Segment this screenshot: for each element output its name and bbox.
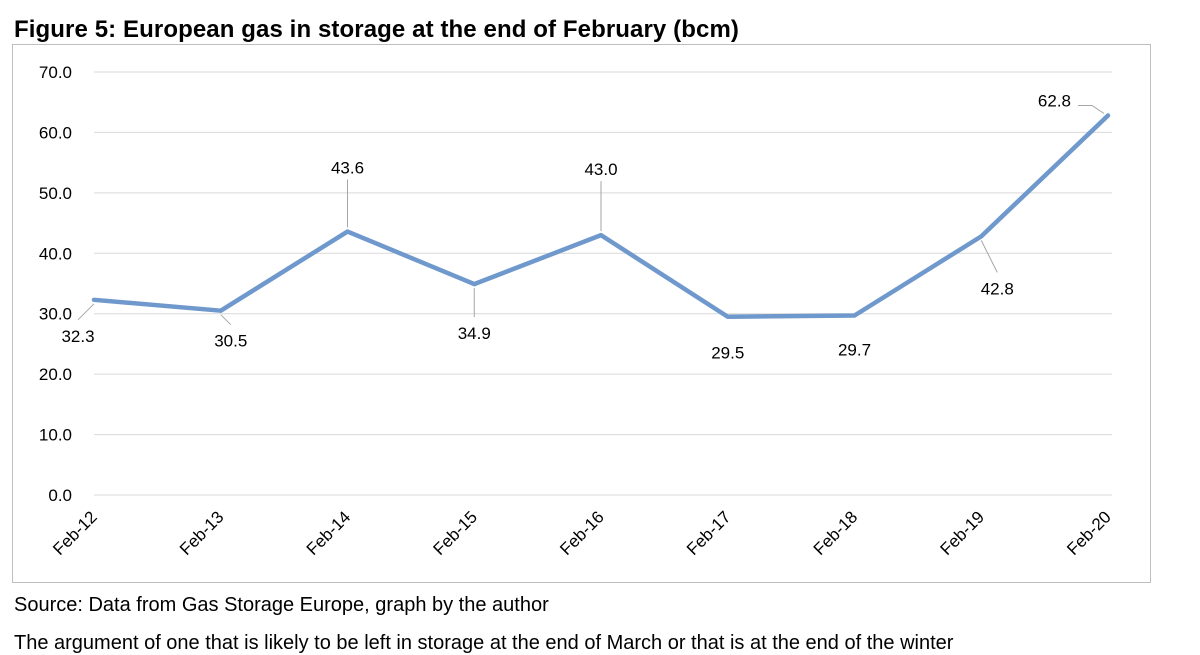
data-labels: 32.3 30.5 43.6 34.9 43.0 29.5 29.7 42.8 62.8: [61, 92, 1071, 363]
y-tick-label: 60.0: [39, 123, 72, 142]
chart-frame: [12, 44, 1151, 583]
x-tick-label: Feb-18: [810, 507, 862, 559]
x-axis-ticks: Feb-12 Feb-13 Feb-14 Feb-15 Feb-16 Feb-17 Feb-…: [49, 507, 1115, 559]
x-tick-label: Feb-16: [556, 507, 608, 559]
data-label-leader: [77, 303, 95, 321]
data-label-leader: [220, 314, 232, 326]
y-tick-label: 20.0: [39, 365, 72, 384]
data-label: 62.8: [1038, 92, 1071, 111]
data-label: 43.0: [584, 160, 617, 179]
chart-title: Figure 5: European gas in storage at the…: [14, 16, 739, 43]
y-tick-label: 50.0: [39, 184, 72, 203]
data-label: 43.6: [331, 159, 364, 178]
data-label: 29.7: [838, 341, 871, 360]
y-axis-ticks: 0.0 10.0 20.0 30.0 40.0 50.0 60.0 70.0: [39, 63, 72, 505]
gridlines: [94, 71, 1112, 496]
y-tick-label: 30.0: [39, 305, 72, 324]
x-tick-label: Feb-13: [176, 507, 228, 559]
series-line: [91, 113, 1111, 319]
x-tick-label: Feb-14: [303, 507, 355, 559]
data-label-leader: [1078, 105, 1105, 114]
source-note: Source: Data from Gas Storage Europe, gr…: [14, 594, 549, 616]
y-tick-label: 40.0: [39, 244, 72, 263]
body-text-cutoff: The argument of one that is likely to be…: [14, 632, 954, 654]
data-label: 32.3: [61, 327, 94, 346]
x-tick-label: Feb-20: [1063, 507, 1115, 559]
data-label: 34.9: [458, 324, 491, 343]
data-label-leader: [980, 240, 998, 273]
x-tick-label: Feb-12: [49, 507, 101, 559]
data-label: 29.5: [711, 344, 744, 363]
data-label: 30.5: [214, 332, 247, 351]
y-tick-label: 0.0: [48, 486, 72, 505]
x-tick-label: Feb-19: [937, 507, 989, 559]
y-tick-label: 70.0: [39, 63, 72, 82]
y-tick-label: 10.0: [39, 426, 72, 445]
series-line-path: [91, 113, 1111, 319]
data-label-leaders: [77, 105, 1105, 326]
data-label: 42.8: [981, 279, 1014, 298]
x-tick-label: Feb-15: [430, 507, 482, 559]
x-tick-label: Feb-17: [683, 507, 735, 559]
